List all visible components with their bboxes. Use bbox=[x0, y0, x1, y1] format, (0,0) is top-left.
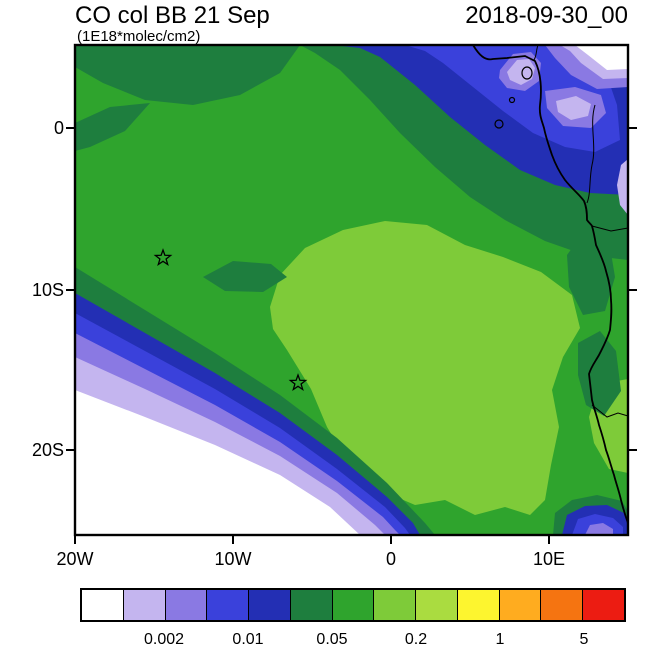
y-tick-label: 10S bbox=[31, 280, 64, 300]
coastline bbox=[472, 44, 629, 524]
x-tick-label: 20W bbox=[56, 549, 94, 569]
country-border bbox=[591, 404, 629, 418]
contour-region-darkgreen-coast1 bbox=[567, 223, 615, 315]
colorbar-cell bbox=[290, 590, 333, 620]
colorbar-tick-label: 0.002 bbox=[143, 631, 185, 648]
colorbar-tick-label: 0.2 bbox=[404, 631, 428, 648]
colorbar-cell bbox=[374, 590, 417, 620]
colorbar-cell bbox=[123, 590, 166, 620]
island-outline-icon bbox=[508, 96, 516, 104]
contour-region-darkgreen-near-star bbox=[203, 261, 287, 292]
contour-region-right-edge-lavender bbox=[617, 159, 628, 215]
station-marker-star-2 bbox=[288, 373, 308, 392]
contour-region-darkgreen-streak bbox=[75, 103, 150, 151]
contour-region-ne-lavender-land bbox=[556, 96, 591, 120]
country-border bbox=[586, 104, 596, 204]
colorbar-cell bbox=[583, 590, 624, 620]
colorbar-cell bbox=[541, 590, 584, 620]
colorbar-cell bbox=[499, 590, 542, 620]
country-border bbox=[591, 225, 629, 232]
x-tick-label: 10E bbox=[532, 549, 566, 569]
colorbar-cell bbox=[207, 590, 250, 620]
timestamp-label: 2018-09-30_00 bbox=[465, 2, 628, 29]
contour-region-darkgreen-coast2 bbox=[578, 331, 621, 416]
y-tick-label: 20S bbox=[31, 440, 64, 460]
x-tick-label: 0 bbox=[385, 549, 396, 569]
page-title: CO col BB 21 Sep bbox=[75, 2, 270, 29]
colorbar-cell bbox=[457, 590, 500, 620]
country-border bbox=[533, 44, 539, 61]
colorbar-tick-label: 0.05 bbox=[316, 631, 348, 648]
colorbar bbox=[80, 588, 626, 622]
contour-region-sw-white-corner bbox=[75, 390, 360, 535]
colorbar-cell bbox=[165, 590, 208, 620]
colorbar-tick-label: 5 bbox=[579, 631, 589, 648]
colorbar-tick-label: 1 bbox=[495, 631, 505, 648]
contour-region-darkgreen-topleft bbox=[75, 45, 300, 105]
y-tick-label: 0 bbox=[53, 118, 64, 138]
island-outline-icon bbox=[521, 66, 533, 80]
colorbar-cell bbox=[416, 590, 458, 620]
colorbar-cell bbox=[249, 590, 291, 620]
contour-region-ne-white-corner bbox=[575, 45, 628, 70]
x-tick-label: 10W bbox=[214, 549, 252, 569]
map-frame bbox=[73, 43, 630, 537]
contour-region-br-purple bbox=[585, 523, 613, 535]
colorbar-tick-label: 0.01 bbox=[232, 631, 264, 648]
units-label: (1E18*molec/cm2) bbox=[77, 28, 201, 45]
contour-map bbox=[66, 43, 637, 544]
island-outline-icon bbox=[494, 119, 504, 129]
map-plot-area bbox=[66, 43, 637, 544]
colorbar-cell bbox=[332, 590, 375, 620]
colorbar-cell bbox=[82, 590, 124, 620]
contour-region-light-green-blob bbox=[270, 221, 580, 515]
axis-ticks bbox=[66, 127, 637, 544]
station-marker-star-1 bbox=[153, 248, 173, 267]
